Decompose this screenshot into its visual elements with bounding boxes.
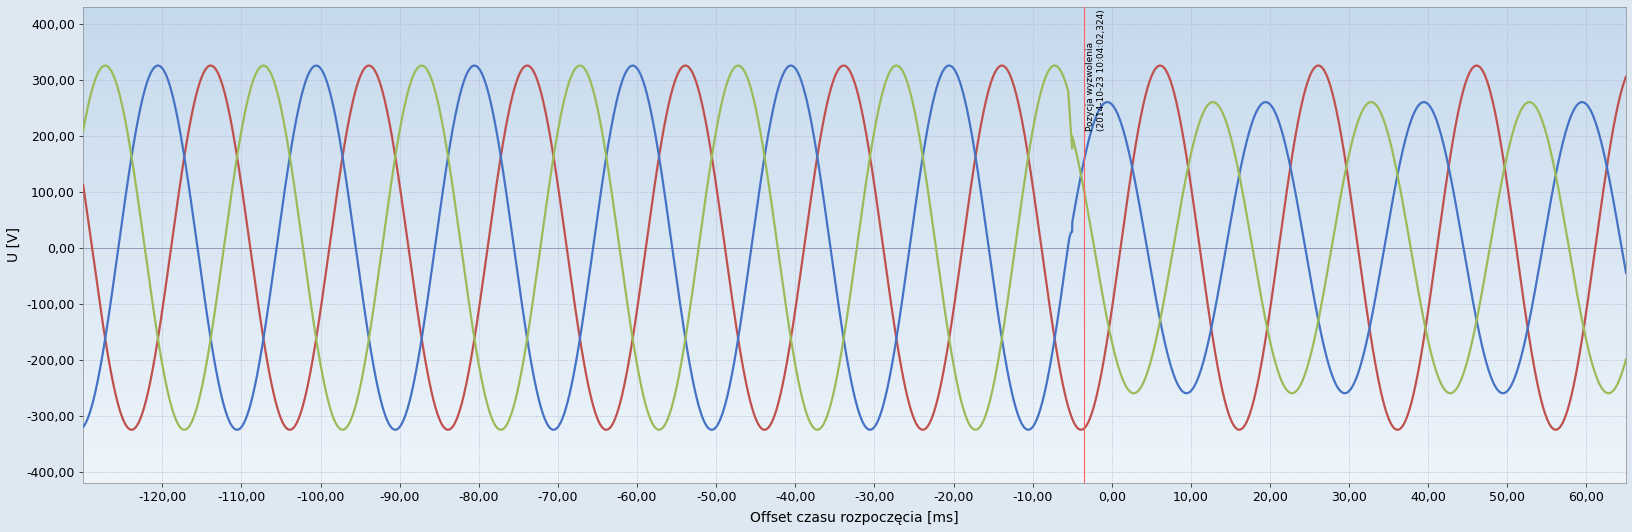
X-axis label: Offset czasu rozpoczęcia [ms]: Offset czasu rozpoczęcia [ms] bbox=[749, 511, 958, 525]
Text: Pozycja wyzwolenia
(2014-10-23 10:04:02,324): Pozycja wyzwolenia (2014-10-23 10:04:02,… bbox=[1085, 10, 1105, 131]
Y-axis label: U [V]: U [V] bbox=[7, 227, 21, 262]
